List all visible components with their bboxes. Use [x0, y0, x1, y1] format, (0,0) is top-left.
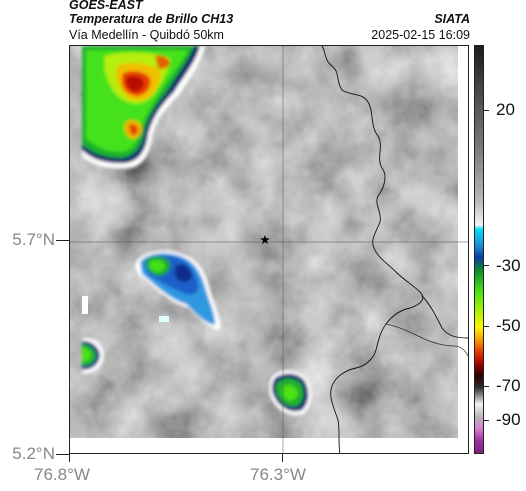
- convective-cloud-west: [82, 337, 104, 374]
- product-subtitle: Temperatura de Brillo CH13: [69, 12, 234, 26]
- colorbar-tick: [484, 420, 489, 421]
- colorbar-label-minus50: -50: [496, 316, 521, 335]
- department-boundary: [321, 46, 424, 453]
- route-label: Vía Medellín - Quibdó 50km: [69, 28, 224, 42]
- organization-label: SIATA: [434, 12, 470, 26]
- map-imagery: [70, 46, 468, 453]
- colorbar-label-minus30: -30: [496, 256, 521, 275]
- lon-tick: [69, 454, 70, 462]
- convective-cloud-south: [269, 370, 312, 416]
- lon-label-76-3: 76.3°W: [250, 465, 306, 484]
- product-title: GOES-EAST: [69, 0, 143, 12]
- colorbar-tick: [484, 265, 489, 266]
- colorbar-tick: [484, 386, 489, 387]
- lat-tick: [56, 240, 69, 241]
- department-boundary-se: [385, 323, 468, 357]
- colorbar-label-minus70: -70: [496, 376, 521, 395]
- temperature-colorbar: [474, 45, 484, 454]
- convective-cloud-nw: [82, 46, 205, 169]
- colorbar-label-minus90: -90: [496, 410, 521, 429]
- convective-cloud-center: [135, 250, 221, 330]
- colorbar-tick: [484, 110, 489, 111]
- star-marker: [260, 235, 270, 245]
- satellite-map[interactable]: [69, 45, 469, 454]
- lon-tick: [282, 454, 283, 462]
- colorbar-label-20: 20: [496, 100, 515, 119]
- lon-label-76-8: 76.8°W: [34, 465, 90, 484]
- department-boundary-east: [421, 295, 468, 339]
- lat-label-5-2: 5.2°N: [12, 444, 55, 463]
- small-cloud-fragment: [159, 316, 169, 322]
- lat-tick: [56, 454, 69, 455]
- lat-label-5-7: 5.7°N: [12, 230, 55, 249]
- colorbar-tick: [484, 326, 489, 327]
- timestamp-label: 2025-02-15 16:09: [371, 28, 470, 42]
